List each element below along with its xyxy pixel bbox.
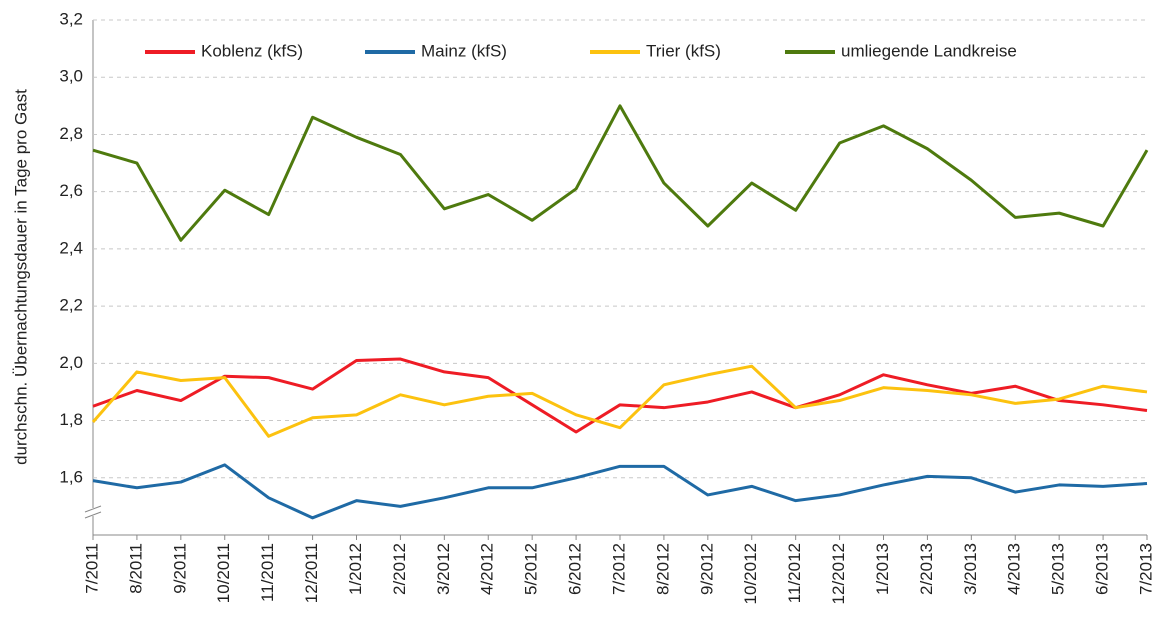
y-tick-label: 3,2 bbox=[59, 9, 83, 28]
x-tick-label: 8/2012 bbox=[653, 543, 672, 595]
legend-label: Koblenz (kfS) bbox=[201, 41, 303, 60]
legend-label: Trier (kfS) bbox=[646, 41, 721, 60]
x-tick-label: 7/2011 bbox=[82, 543, 101, 594]
y-tick-label: 1,6 bbox=[59, 467, 83, 486]
series-line bbox=[92, 357, 1148, 434]
x-tick-label: 4/2013 bbox=[1005, 543, 1024, 595]
legend-label: Mainz (kfS) bbox=[421, 41, 507, 60]
y-tick-label: 2,4 bbox=[59, 238, 83, 257]
series-line bbox=[92, 463, 1148, 520]
axis-break bbox=[84, 505, 102, 513]
x-tick-label: 7/2012 bbox=[609, 543, 628, 595]
y-tick-label: 2,2 bbox=[59, 296, 83, 315]
axis-break bbox=[84, 511, 102, 519]
x-tick-label: 5/2013 bbox=[1049, 543, 1068, 595]
x-tick-label: 10/2012 bbox=[741, 543, 760, 604]
series-line bbox=[91, 364, 1148, 438]
x-tick-label: 3/2012 bbox=[434, 543, 453, 595]
y-tick-label: 2,8 bbox=[59, 124, 83, 143]
x-tick-label: 1/2012 bbox=[346, 543, 365, 595]
x-tick-label: 12/2011 bbox=[302, 543, 321, 603]
y-tick-label: 3,0 bbox=[59, 67, 83, 86]
x-tick-label: 11/2012 bbox=[785, 543, 804, 603]
x-tick-label: 2/2012 bbox=[390, 543, 409, 595]
x-tick-label: 1/2013 bbox=[873, 543, 892, 595]
x-tick-label: 6/2013 bbox=[1093, 543, 1112, 595]
x-tick-label: 11/2011 bbox=[258, 543, 277, 602]
series-line bbox=[92, 104, 1149, 242]
x-tick-label: 6/2012 bbox=[566, 543, 585, 595]
y-tick-label: 2,6 bbox=[59, 181, 83, 200]
x-tick-label: 5/2012 bbox=[522, 543, 541, 595]
legend-label: umliegende Landkreise bbox=[841, 41, 1017, 60]
y-axis-title: durchschn. Übernachtungsdauer in Tage pr… bbox=[11, 89, 30, 465]
y-tick-label: 1,8 bbox=[59, 410, 83, 429]
x-tick-label: 4/2012 bbox=[478, 543, 497, 595]
x-tick-label: 9/2012 bbox=[697, 543, 716, 595]
x-tick-label: 2/2013 bbox=[917, 543, 936, 595]
x-tick-label: 8/2011 bbox=[126, 543, 145, 594]
axis-break-gap bbox=[86, 508, 100, 516]
x-tick-label: 12/2012 bbox=[829, 543, 848, 604]
x-tick-label: 10/2011 bbox=[214, 543, 233, 603]
x-tick-label: 7/2013 bbox=[1136, 543, 1155, 595]
x-tick-label: 3/2013 bbox=[961, 543, 980, 595]
x-tick-label: 9/2011 bbox=[170, 543, 189, 594]
y-tick-label: 2,0 bbox=[59, 353, 83, 372]
